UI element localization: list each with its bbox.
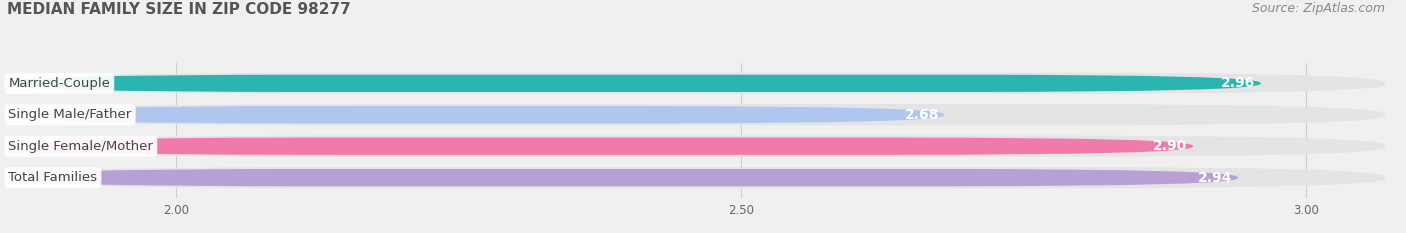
FancyBboxPatch shape [7, 169, 1239, 186]
FancyBboxPatch shape [7, 106, 945, 123]
Text: 2.90: 2.90 [1153, 139, 1187, 153]
Text: 2.94: 2.94 [1198, 171, 1233, 185]
Text: MEDIAN FAMILY SIZE IN ZIP CODE 98277: MEDIAN FAMILY SIZE IN ZIP CODE 98277 [7, 2, 350, 17]
FancyBboxPatch shape [7, 167, 1385, 188]
Text: 2.68: 2.68 [904, 108, 939, 122]
Text: 2.96: 2.96 [1220, 76, 1256, 90]
Text: Single Male/Father: Single Male/Father [8, 108, 132, 121]
Text: Total Families: Total Families [8, 171, 97, 184]
Text: Married-Couple: Married-Couple [8, 77, 110, 90]
FancyBboxPatch shape [7, 137, 1192, 155]
FancyBboxPatch shape [7, 73, 1385, 94]
Text: Source: ZipAtlas.com: Source: ZipAtlas.com [1251, 2, 1385, 15]
FancyBboxPatch shape [7, 104, 1385, 125]
Text: Single Female/Mother: Single Female/Mother [8, 140, 153, 153]
FancyBboxPatch shape [7, 75, 1261, 92]
FancyBboxPatch shape [7, 136, 1385, 157]
